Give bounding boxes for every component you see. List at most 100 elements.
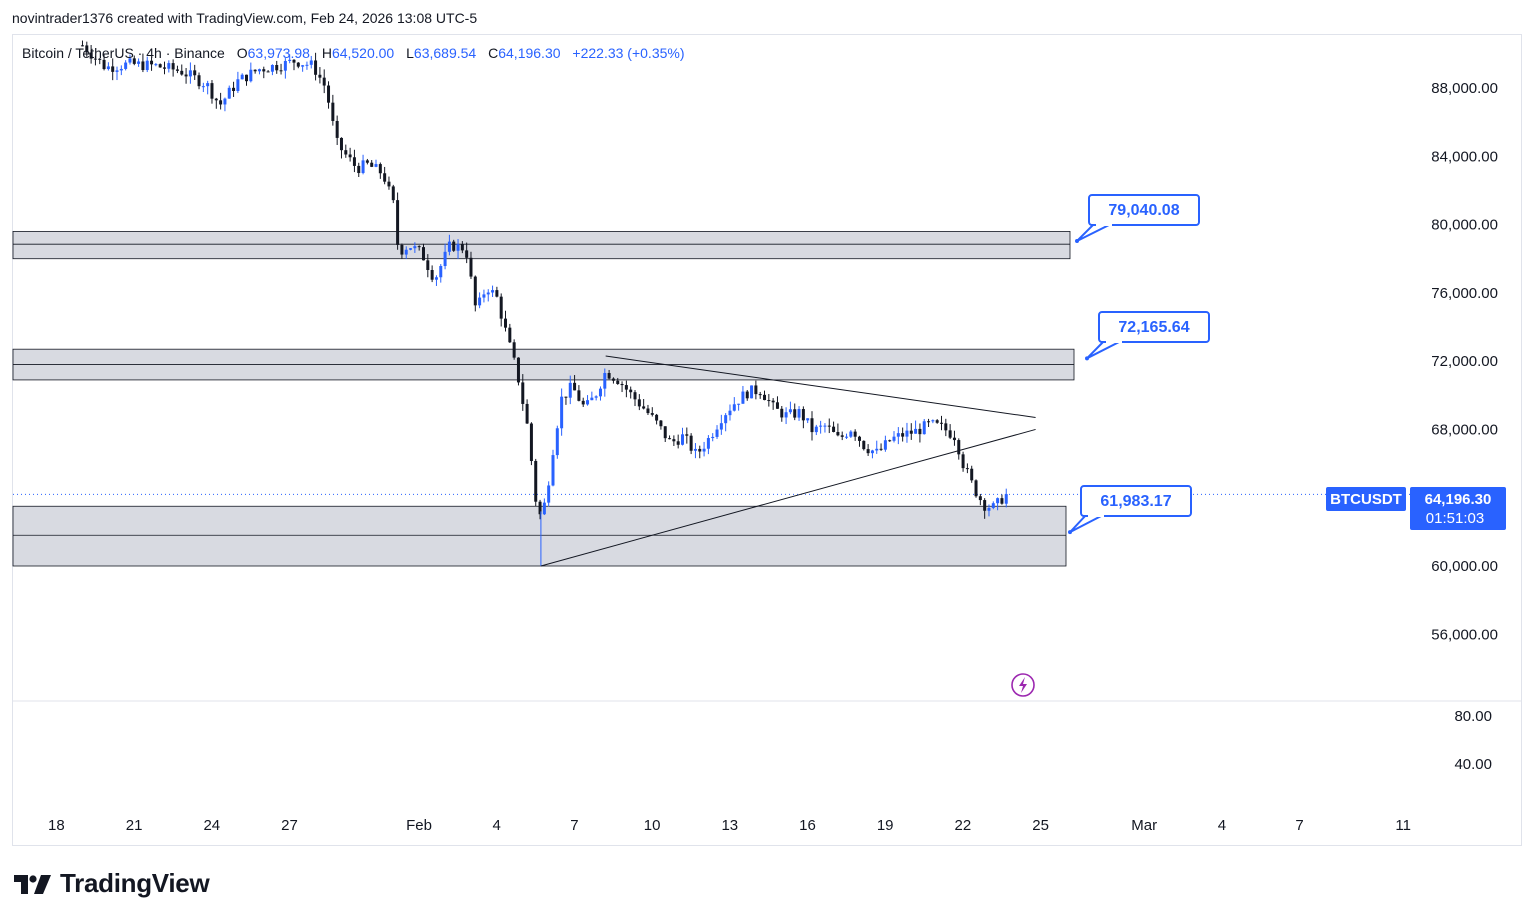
candle-body bbox=[806, 418, 810, 421]
candle-body bbox=[245, 74, 249, 82]
candle-body bbox=[905, 430, 909, 437]
candle-body bbox=[387, 181, 391, 187]
candle-body bbox=[819, 425, 823, 427]
candle-body bbox=[521, 382, 525, 404]
price-tag-countdown: 01:51:03 bbox=[1426, 510, 1484, 527]
candle-body bbox=[232, 87, 236, 91]
candle-body bbox=[750, 385, 754, 399]
zone-box[interactable] bbox=[12, 230, 1071, 260]
candle-body bbox=[685, 434, 689, 436]
candle-body bbox=[853, 431, 857, 437]
candle-body bbox=[193, 70, 197, 76]
time-tick-label: Mar bbox=[1131, 817, 1157, 834]
candle-body bbox=[184, 74, 188, 77]
candle-body bbox=[737, 403, 741, 405]
lightning-icon[interactable] bbox=[1011, 673, 1035, 697]
symbol-name[interactable]: Bitcoin / TetherUS · 4h · Binance bbox=[22, 45, 225, 61]
tradingview-logo[interactable]: TradingView bbox=[14, 868, 210, 899]
price-tick-label: 84,000.00 bbox=[1431, 148, 1498, 165]
candle-body bbox=[663, 426, 667, 439]
candle-body bbox=[314, 60, 318, 75]
low-label: L bbox=[406, 45, 414, 61]
candle-body bbox=[516, 357, 520, 383]
candle-body bbox=[642, 406, 646, 409]
callout-box[interactable] bbox=[1098, 311, 1210, 343]
candle-body bbox=[331, 102, 335, 121]
symbol-legend[interactable]: Bitcoin / TetherUS · 4h · Binance O63,97… bbox=[22, 45, 685, 61]
candle-body bbox=[275, 65, 279, 71]
trendline[interactable] bbox=[605, 355, 1036, 418]
candle-body bbox=[512, 342, 516, 358]
candle-body bbox=[1004, 494, 1008, 504]
candle-body bbox=[577, 390, 581, 401]
close-label: C bbox=[488, 45, 499, 61]
candle-body bbox=[93, 58, 97, 60]
candle-body bbox=[719, 423, 723, 430]
candle-body bbox=[637, 399, 641, 407]
candle-body bbox=[210, 83, 214, 99]
candle-body bbox=[296, 62, 300, 67]
candle-body bbox=[957, 440, 961, 455]
candle-body bbox=[810, 418, 814, 433]
candle-body bbox=[400, 244, 404, 255]
candle-body bbox=[529, 423, 533, 461]
candle-body bbox=[249, 69, 253, 82]
price-axis[interactable]: 88,000.00 84,000.00 80,000.00 76,000.00 72,0… bbox=[1431, 80, 1498, 643]
candle-body bbox=[89, 52, 93, 59]
candle-body bbox=[978, 496, 982, 501]
candle-body bbox=[452, 241, 456, 251]
candle-body bbox=[482, 294, 486, 298]
candle-body bbox=[857, 436, 861, 441]
candle-body bbox=[469, 257, 473, 277]
trendlines[interactable] bbox=[540, 355, 1036, 567]
candle-body bbox=[849, 431, 853, 437]
candle-body bbox=[292, 59, 296, 63]
time-axis[interactable]: 18 21 24 27 Feb 4 7 10 13 16 19 22 25 Mar 4 7 11 bbox=[48, 817, 1411, 834]
candle-body bbox=[892, 436, 896, 441]
candle-body bbox=[655, 414, 659, 421]
candle-body bbox=[771, 400, 775, 403]
candle-body bbox=[197, 75, 201, 87]
candle-body bbox=[676, 441, 680, 445]
candle-body bbox=[236, 79, 240, 91]
candle-body bbox=[352, 157, 356, 166]
candle-body bbox=[227, 87, 231, 99]
candle-body bbox=[486, 292, 490, 295]
candle-body bbox=[944, 423, 948, 431]
callout-gap bbox=[1106, 339, 1122, 343]
callout-anchor bbox=[1068, 530, 1072, 535]
candle-body bbox=[188, 70, 192, 77]
candle-body bbox=[888, 440, 892, 442]
candle-body bbox=[801, 409, 805, 421]
candle-body bbox=[728, 410, 732, 416]
callout-box[interactable] bbox=[1080, 485, 1192, 517]
candle-body bbox=[702, 448, 706, 452]
time-tick-label: 13 bbox=[721, 817, 738, 834]
candle-body bbox=[970, 468, 974, 481]
support-resistance-zones[interactable] bbox=[12, 230, 1410, 567]
candle-body bbox=[327, 85, 331, 103]
candle-body bbox=[931, 420, 935, 422]
candle-body bbox=[378, 164, 382, 174]
price-callouts[interactable]: 79,040.08 72,165.64 61,983.17 bbox=[1068, 194, 1210, 535]
candle-body bbox=[262, 69, 266, 72]
candle-body bbox=[413, 246, 417, 249]
candle-body bbox=[124, 62, 128, 69]
candle-body bbox=[551, 455, 555, 486]
candle-body bbox=[840, 435, 844, 437]
candle-body bbox=[370, 162, 374, 167]
zone-box[interactable] bbox=[12, 505, 1067, 567]
candle-body bbox=[555, 428, 559, 456]
candle-body bbox=[309, 60, 313, 65]
candle-body bbox=[875, 448, 879, 451]
tradingview-logo-icon bbox=[14, 874, 51, 894]
callout-box[interactable] bbox=[1088, 194, 1200, 226]
candle-body bbox=[102, 59, 106, 70]
price-tick-label: 68,000.00 bbox=[1431, 421, 1498, 438]
trendline[interactable] bbox=[540, 428, 1036, 567]
candle-body bbox=[439, 266, 443, 278]
candle-body bbox=[698, 448, 702, 452]
candle-body bbox=[404, 249, 408, 255]
candle-body bbox=[154, 64, 158, 66]
